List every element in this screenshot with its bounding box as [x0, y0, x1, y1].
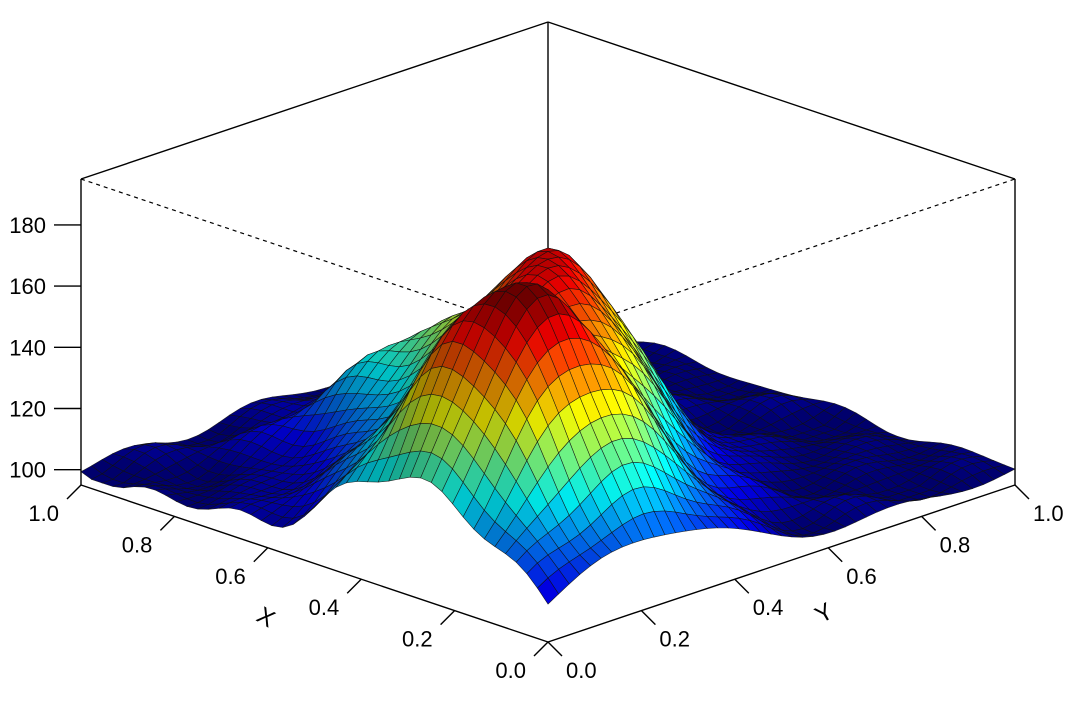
y-tick-label: 1.0 — [1033, 501, 1064, 526]
y-tick-mark — [827, 547, 843, 563]
y-tick-label: 0.4 — [753, 595, 784, 620]
x-tick-mark — [346, 578, 362, 594]
box-edge-top-left — [80, 21, 549, 180]
z-tick-label: 140 — [9, 335, 46, 360]
x-tick-label: 0.4 — [309, 595, 340, 620]
x-axis-label: X — [252, 602, 279, 633]
y-axis-label: Y — [811, 598, 838, 629]
x-tick-label: 1.0 — [28, 501, 59, 526]
y-tick-label: 0.0 — [566, 658, 597, 683]
surface-mesh — [80, 247, 1016, 605]
x-tick-label: 0.0 — [495, 658, 526, 683]
x-tick-mark — [159, 515, 175, 531]
x-tick-label: 0.2 — [402, 627, 433, 652]
box-edge-floor-right — [547, 484, 1016, 643]
box-edge-hidden-right — [547, 178, 1016, 337]
x-tick-label: 0.6 — [215, 564, 246, 589]
x-tick-mark — [533, 641, 549, 657]
y-tick-mark — [547, 641, 563, 657]
z-tick-label: 100 — [9, 458, 46, 483]
z-axis: 100 120 140 160 180 — [9, 213, 81, 483]
x-tick-mark — [253, 547, 269, 563]
box-edge-floor-left — [80, 484, 549, 643]
y-tick-mark — [734, 578, 750, 594]
y-tick-mark — [921, 515, 937, 531]
x-tick-mark — [66, 484, 82, 500]
y-tick-label: 0.8 — [940, 532, 971, 557]
z-tick-label: 120 — [9, 397, 46, 422]
surface-cell — [537, 577, 559, 605]
bounding-box-front — [80, 179, 1016, 643]
y-tick-mark — [1014, 484, 1030, 500]
x-tick-mark — [440, 610, 456, 626]
x-tick-label: 0.8 — [122, 532, 153, 557]
y-axis: Y 0.0 0.2 0.4 0.6 0.8 1.0 — [547, 484, 1064, 683]
y-tick-label: 0.6 — [846, 564, 877, 589]
y-tick-mark — [640, 610, 656, 626]
y-tick-label: 0.2 — [659, 627, 690, 652]
box-edge-top-right — [547, 21, 1016, 180]
z-tick-label: 160 — [9, 274, 46, 299]
z-tick-label: 180 — [9, 213, 46, 238]
